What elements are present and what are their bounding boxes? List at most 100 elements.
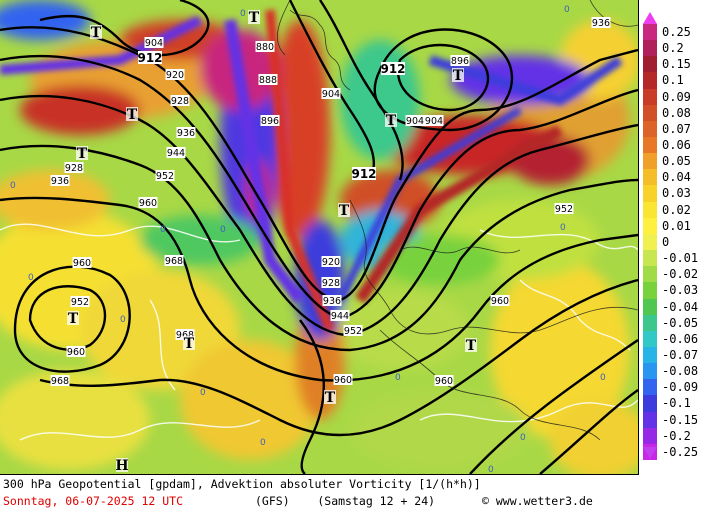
contour-label-bg [138,51,162,64]
contour-label-bg [170,95,190,106]
contour-label-bg [255,41,275,52]
contour-label: 880 [256,42,274,53]
contour-label: 960 [139,198,157,209]
legend-label: 0.02 [662,202,691,217]
low-pressure-marker: T [325,390,336,406]
legend-label: 0.09 [662,89,691,104]
contour-label-bg [72,257,92,268]
legend-label: -0.09 [662,380,699,395]
pressure-system-bg [183,336,195,350]
contour-label-bg [70,296,90,307]
legend-item: -0.01 [640,250,704,267]
low-pressure-marker: T [127,107,138,123]
contour-label: 952 [156,171,174,182]
low-pressure-marker: T [339,203,350,219]
source-url: www.wetter3.de [495,494,593,508]
contour-label-bg [50,175,70,186]
contour-label-bg [322,295,342,306]
legend-item: 0.25 [640,24,704,41]
svg-text:0: 0 [260,438,266,448]
legend-item: 0.05 [640,153,704,170]
legend-label: 0.15 [662,57,691,72]
low-pressure-marker: T [77,146,88,162]
zero-lines [0,223,638,441]
pressure-system-bg [248,10,260,24]
svg-text:0: 0 [600,373,606,383]
legend-swatch [643,298,657,315]
contour-label-bg [321,277,341,288]
legend-item: -0.06 [640,330,704,347]
copyright-icon: © [482,494,489,508]
contour-label: 920 [322,257,340,268]
legend-label: 0 [662,234,670,249]
legend-swatch [643,250,657,267]
contour-label: 904 [406,116,424,127]
contour-label: 936 [323,296,341,307]
contour-label-bg [591,17,611,28]
legend-swatch [643,40,657,57]
contour-label-bg [321,256,341,267]
legend-swatch [643,201,657,218]
legend-swatch [643,233,657,251]
contour-label-bg [405,115,425,126]
legend-item: -0.1 [640,395,704,412]
legend-swatch [643,153,657,170]
coastlines [277,0,638,441]
valid-date: Sonntag, 06-07-2025 12 UTC [3,494,184,508]
svg-text:0: 0 [120,315,126,325]
legend-item: -0.04 [640,298,704,315]
low-pressure-marker: T [68,311,79,327]
contour-label: 968 [165,256,183,267]
legend-swatch [643,330,657,347]
contour-label: 944 [331,311,349,322]
legend-label: -0.25 [662,444,699,459]
contour-label-bg [176,127,196,138]
pressure-system-bg [76,146,88,160]
source-credit: © www.wetter3.de [482,494,593,508]
legend-label: -0.08 [662,364,699,379]
legend-item: 0.1 [640,72,704,89]
contour-label: 912 [380,62,405,76]
contour-label-bg [321,88,341,99]
contour-label-bg [343,325,363,336]
pressure-systems: T T T T T T T T T T T H [67,10,477,474]
legend-swatch [643,88,657,105]
low-pressure-marker: T [249,10,260,26]
model-name: (GFS) [255,494,290,508]
contour-label-bg [64,162,84,173]
legend-swatch [643,395,657,412]
contour-label-bg [165,69,185,80]
pressure-system-bg [465,338,477,352]
contour-label: 968 [176,330,194,341]
legend-label: 0.2 [662,41,684,56]
legend-item: 0.04 [640,169,704,186]
legend-swatch [643,411,657,428]
legend-label: 0.07 [662,121,691,136]
contour-label: 904 [425,116,443,127]
legend-item: 0.02 [640,201,704,218]
contour-label: 896 [451,56,469,67]
legend-swatch [643,137,657,154]
legend-item: -0.03 [640,282,704,299]
legend-label: -0.05 [662,315,699,330]
pressure-system-bg [116,458,128,472]
contour-label: 952 [344,326,362,337]
legend-label: 0.08 [662,105,691,120]
pressure-system-bg [452,68,464,82]
legend-label: 0.1 [662,73,684,88]
legend-label: -0.2 [662,428,691,443]
contour-label: 928 [322,278,340,289]
low-pressure-marker: T [466,338,477,354]
contour-label-bg [175,329,195,340]
svg-text:0: 0 [564,5,570,15]
legend-label: 0.04 [662,170,691,185]
contour-label-bg [260,115,280,126]
low-pressure-marker: T [91,25,102,41]
contour-label-bg [381,62,405,75]
legend-label: 0.05 [662,154,691,169]
legend-swatch [643,56,657,73]
legend-item: -0.08 [640,363,704,380]
contour-label-bg [66,346,86,357]
